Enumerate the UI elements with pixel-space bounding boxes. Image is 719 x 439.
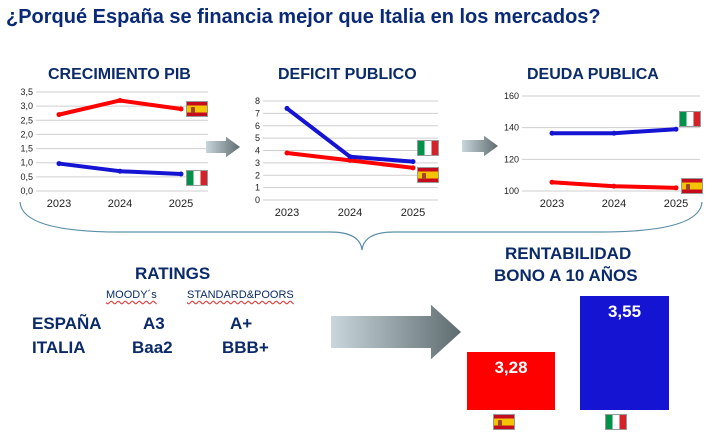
pib-xtick-label: 2024: [108, 198, 132, 210]
pib-xtick-label: 2025: [169, 198, 193, 210]
italy-flag-icon: [417, 140, 439, 156]
deuda-xtick-label: 2023: [540, 198, 564, 210]
yield-heading-line2: BONO A 10 AÑOS: [494, 266, 638, 285]
deuda-ytick-label: 100: [504, 186, 519, 196]
bar-label-italy: 3,55: [607, 302, 642, 321]
pib-point-italy: [178, 171, 184, 177]
bar-label-spain: 3,28: [494, 357, 528, 377]
brace-icon: [19, 201, 703, 251]
spain-flag-icon: [186, 101, 208, 117]
deuda-xtick-label: 2024: [602, 198, 626, 210]
pib-ytick-label: 0,0: [20, 186, 33, 196]
italy-flag-icon: [605, 414, 627, 430]
rating-moodys-spain: A3: [143, 314, 165, 333]
italy-flag-icon: [679, 111, 701, 127]
deficit-point-italy: [347, 154, 353, 160]
pib-point-spain: [178, 106, 184, 112]
ratings-heading: RATINGS: [135, 264, 211, 283]
rating-country-spain: ESPAÑA: [32, 314, 102, 333]
pib-ytick-label: 1,0: [20, 158, 33, 168]
arrow-1-icon: [206, 136, 240, 158]
deficit-point-italy: [284, 105, 290, 111]
deficit-ytick-label: 4: [255, 146, 260, 156]
agency-sp: STANDARD&POORS: [187, 289, 294, 301]
rating-moodys-italy: Baa2: [132, 338, 173, 357]
spain-flag-icon: [681, 178, 703, 194]
deficit-ytick-label: 3: [255, 158, 260, 168]
rating-sp-spain: A+: [230, 314, 253, 333]
deuda-ytick-label: 120: [504, 154, 519, 164]
rating-country-italy: ITALIA: [32, 338, 86, 357]
deuda-point-italy: [611, 130, 617, 136]
spain-flag-icon: [417, 167, 439, 183]
bar-italy: [580, 296, 669, 410]
deuda-point-italy: [549, 130, 555, 136]
deficit-ytick-label: 8: [255, 96, 260, 106]
deficit-xtick-label: 2025: [401, 207, 425, 219]
bar-spain: [467, 351, 555, 410]
deuda-point-italy: [673, 126, 679, 132]
pib-ytick-label: 3,0: [20, 101, 33, 111]
deficit-ytick-label: 2: [255, 170, 260, 180]
arrow-big-icon: [331, 304, 461, 360]
pib-point-italy: [117, 168, 123, 174]
pib-xtick-label: 2023: [47, 198, 71, 210]
deficit-ytick-label: 1: [255, 183, 260, 193]
deficit-ytick-label: 6: [255, 121, 260, 131]
pib-ytick-label: 2,0: [20, 129, 33, 139]
pib-ytick-label: 0,5: [20, 172, 33, 182]
deficit-point-italy: [410, 159, 416, 165]
deficit-xtick-label: 2023: [275, 207, 299, 219]
deficit-ytick-label: 5: [255, 133, 260, 143]
italy-flag-icon: [186, 170, 208, 186]
spain-flag-icon: [493, 414, 515, 430]
arrow-2-icon: [462, 135, 498, 157]
chart-title-deuda: DEUDA PUBLICA: [527, 66, 659, 83]
deuda-ytick-label: 140: [504, 123, 519, 133]
pib-ytick-label: 2,5: [20, 115, 33, 125]
pib-point-spain: [117, 97, 123, 103]
deficit-xtick-label: 2024: [338, 207, 362, 219]
deuda-point-spain: [611, 183, 617, 189]
deuda-xtick-label: 2025: [664, 198, 688, 210]
deficit-ytick-label: 7: [255, 108, 260, 118]
deuda-point-spain: [549, 179, 555, 185]
chart-title-pib: CRECIMIENTO PIB: [48, 66, 191, 83]
deficit-ytick-label: 0: [255, 195, 260, 205]
deuda-ytick-label: 160: [504, 91, 519, 101]
page-title: ¿Porqué España se financia mejor que Ita…: [6, 6, 601, 28]
rating-sp-italy: BBB+: [222, 338, 269, 357]
pib-point-spain: [56, 112, 62, 118]
pib-point-italy: [56, 161, 62, 167]
deficit-point-spain: [284, 150, 290, 156]
deficit-point-spain: [347, 157, 353, 163]
yield-heading-line1: RENTABILIDAD: [505, 244, 632, 263]
chart-title-deficit: DEFICIT PUBLICO: [278, 66, 417, 83]
deuda-point-spain: [673, 185, 679, 191]
deficit-point-spain: [410, 165, 416, 171]
pib-ytick-label: 1,5: [20, 144, 33, 154]
pib-ytick-label: 3,5: [20, 87, 33, 97]
agency-moodys: MOODY´s: [106, 289, 157, 301]
